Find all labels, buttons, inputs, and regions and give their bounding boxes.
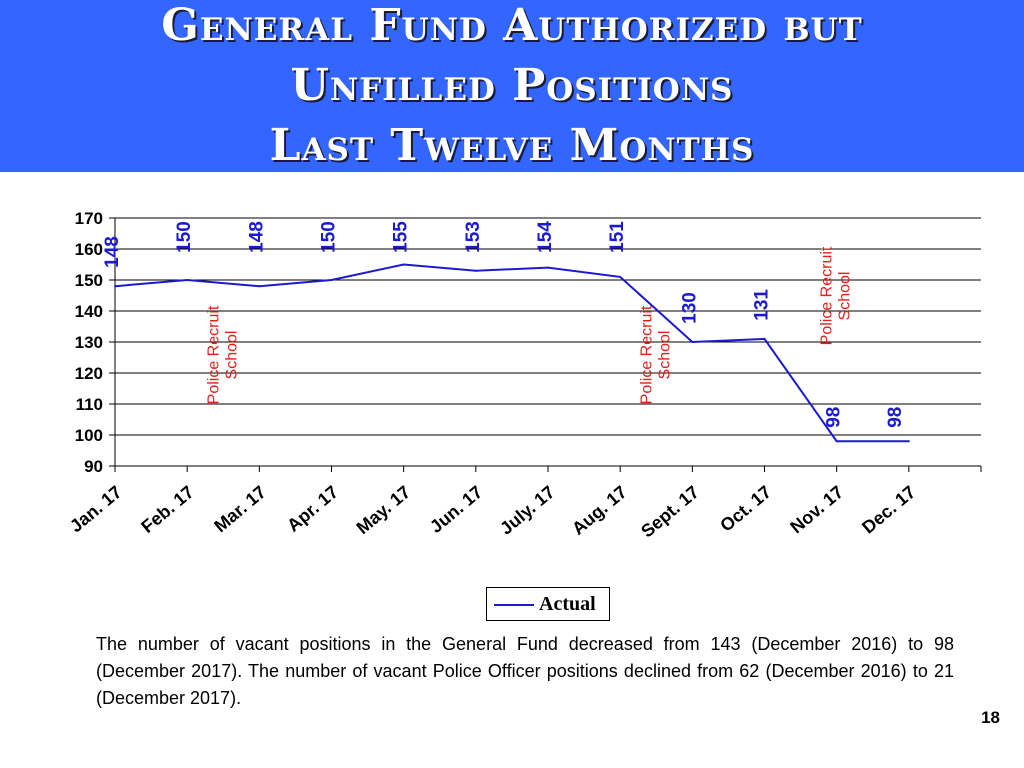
chart-legend: Actual <box>486 587 610 621</box>
data-label: 154 <box>535 221 556 253</box>
y-tick-label: 150 <box>75 271 103 290</box>
data-label: 131 <box>752 289 773 321</box>
gridlines <box>115 217 981 436</box>
title-banner: General Fund Authorized but Unfilled Pos… <box>0 0 1024 172</box>
axes: 90 100 110 120 130 140 150 160 170 Jan. 17 Feb. 17… <box>66 209 982 542</box>
y-tick-label: 170 <box>75 209 103 228</box>
annotation-line-1: Police Recruit <box>638 305 655 404</box>
data-point <box>619 275 622 278</box>
annotation-police-recruit-school: Police Recruit School <box>205 305 240 404</box>
data-point <box>402 263 405 266</box>
x-tick-label: Oct. 17 <box>716 482 775 536</box>
x-tick-label: Jun. 17 <box>426 482 486 537</box>
x-tick-label: Mar. 17 <box>210 482 270 537</box>
slide-title-line-3: Last Twelve Months <box>269 120 755 171</box>
y-tick-label: 100 <box>75 426 103 445</box>
data-label: 98 <box>885 407 906 428</box>
annotation-police-recruit-school: Police Recruit School <box>638 305 673 404</box>
y-tick-label: 160 <box>75 240 103 259</box>
x-tick-label: Jan. 17 <box>66 482 126 537</box>
y-tick-label: 140 <box>75 302 103 321</box>
x-tick-label: Feb. 17 <box>137 482 197 537</box>
x-tick-label: May. 17 <box>353 482 415 538</box>
x-tick-label: Sept. 17 <box>637 482 703 542</box>
x-tick-label: July. 17 <box>496 482 558 539</box>
annotation-line-1: Police Recruit <box>819 246 836 345</box>
data-point <box>186 279 189 281</box>
data-point <box>547 266 549 269</box>
data-point <box>691 341 694 343</box>
data-label: 155 <box>391 221 412 253</box>
data-point <box>835 440 838 443</box>
data-label: 151 <box>607 221 628 253</box>
data-label: 150 <box>319 221 340 253</box>
annotation-police-recruit-school: Police Recruit School <box>819 246 854 345</box>
x-tick-label: Aug. 17 <box>568 482 631 539</box>
x-tick-label: Apr. 17 <box>283 482 342 536</box>
data-point <box>907 440 910 443</box>
annotation-line-2: School <box>223 331 240 380</box>
y-tick-label: 130 <box>75 333 103 352</box>
data-label: 153 <box>463 221 484 253</box>
x-tick-label: Dec. 17 <box>858 482 919 538</box>
slide-title-line-2: Unfilled Positions <box>290 60 734 111</box>
line-chart: 90 100 110 120 130 140 150 160 170 Jan. 17 Feb. 17… <box>66 209 982 542</box>
data-point <box>474 269 477 272</box>
x-tick-label: Nov. 17 <box>786 482 847 538</box>
data-point <box>763 337 766 340</box>
legend-swatch <box>494 604 534 606</box>
data-label: 148 <box>246 221 267 253</box>
data-point <box>114 285 116 288</box>
y-tick-label: 90 <box>84 457 103 476</box>
series-line-actual <box>114 263 909 443</box>
legend-label: Actual <box>539 593 596 615</box>
slide-title-line-1: General Fund Authorized but <box>161 0 863 51</box>
page-number: 18 <box>981 708 1000 727</box>
data-label: 148 <box>102 236 123 268</box>
annotations: Police Recruit School Police Recruit School… <box>205 246 853 404</box>
data-label: 150 <box>174 221 195 253</box>
data-label: 130 <box>679 292 700 324</box>
data-point <box>330 279 333 281</box>
data-point <box>258 285 261 288</box>
summary-caption: The number of vacant positions in the Ge… <box>96 634 954 708</box>
annotation-line-2: School <box>837 272 854 321</box>
data-labels: 148 150 148 150 155 153 154 151 130 131 98 98 <box>102 221 906 428</box>
annotation-line-2: School <box>656 331 673 380</box>
data-label: 98 <box>824 407 845 428</box>
series <box>114 263 910 443</box>
y-tick-label: 120 <box>75 364 103 383</box>
y-tick-label: 110 <box>76 395 103 414</box>
annotation-line-1: Police Recruit <box>205 305 222 404</box>
